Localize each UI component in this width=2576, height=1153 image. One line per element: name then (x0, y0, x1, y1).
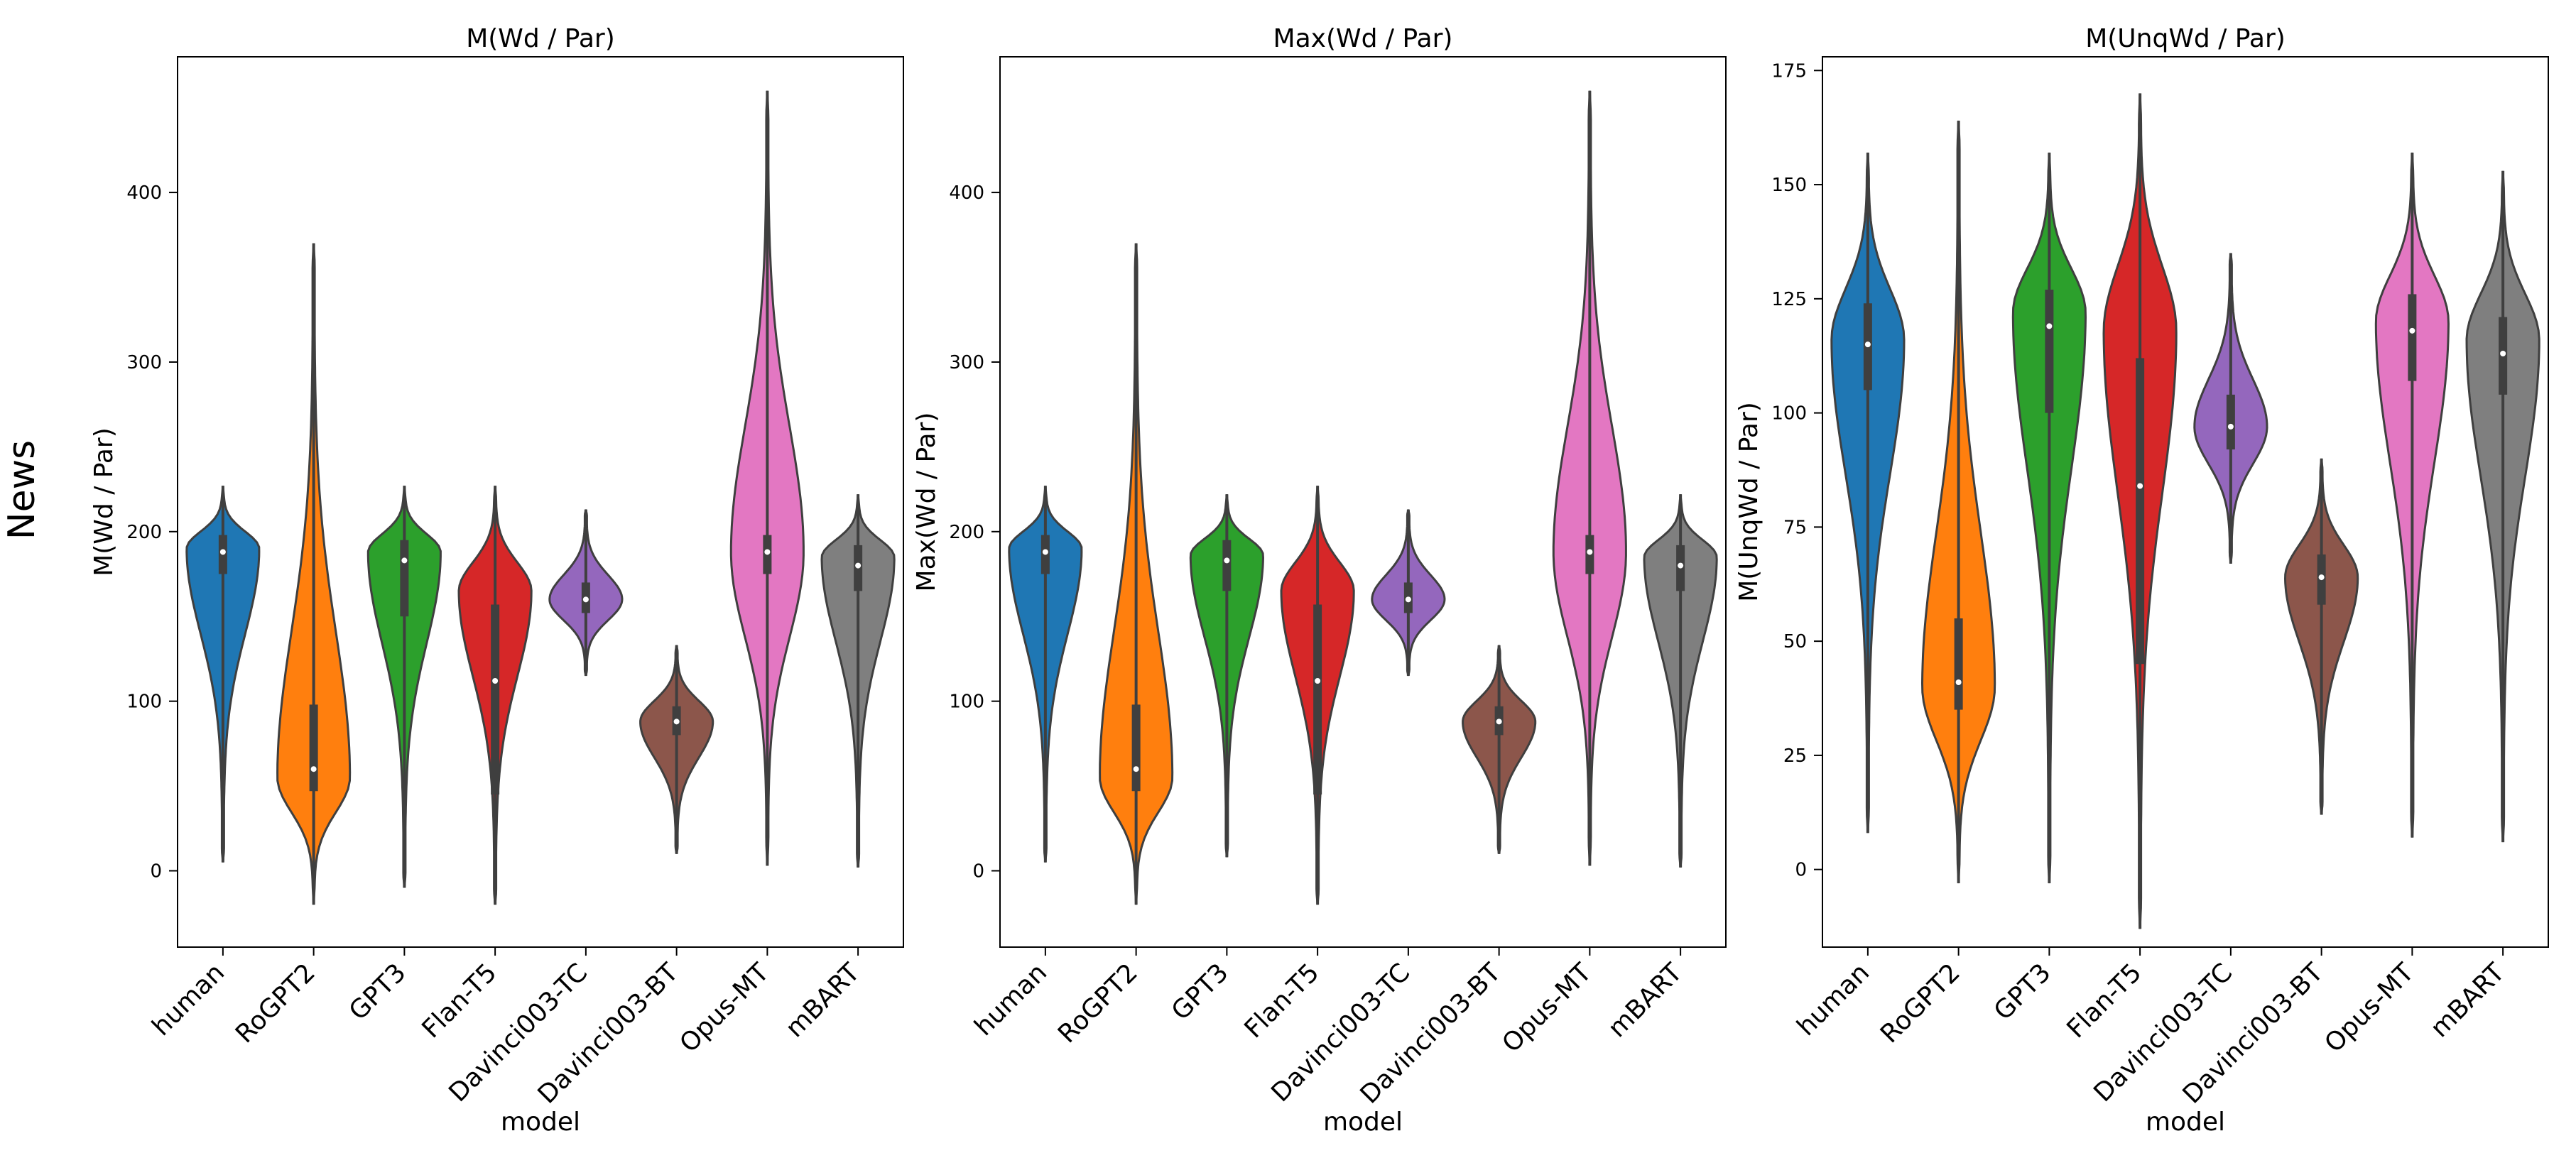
violin-iqr-box (2045, 289, 2054, 413)
x-tick-label: Flan-T5 (416, 958, 502, 1044)
violin-iqr-box (1222, 540, 1232, 591)
violin-median-point (2046, 323, 2053, 329)
violin-median-point (492, 677, 499, 684)
violin-median-point (673, 718, 680, 725)
y-tick-label: 300 (126, 352, 162, 373)
x-tick-label: GPT3 (1989, 958, 2057, 1026)
x-tick-label: Flan-T5 (1239, 958, 1325, 1044)
violin-median-point (1496, 718, 1502, 725)
violin-median-point (2227, 423, 2234, 430)
x-axis-label: model (1323, 1108, 1403, 1137)
x-axis-label: model (2146, 1108, 2225, 1137)
y-axis-label: Max(Wd / Par) (912, 412, 941, 592)
violin-median-point (1133, 766, 1139, 772)
violin-iqr-box (1131, 704, 1141, 792)
y-tick-label: 400 (949, 182, 984, 204)
chart-title: Max(Wd / Par) (1273, 24, 1453, 53)
y-tick-label: 50 (1783, 631, 1807, 652)
y-tick-label: 0 (150, 861, 162, 882)
y-tick-label: 75 (1783, 517, 1807, 538)
violin-iqr-box (491, 604, 500, 795)
violin-median-point (310, 766, 317, 772)
x-tick-label: GPT3 (344, 958, 412, 1026)
violin-iqr-box (2136, 358, 2145, 665)
x-tick-label: RoGPT2 (1875, 958, 1966, 1049)
plot-frame (1822, 56, 2549, 948)
y-tick-label: 200 (949, 522, 984, 543)
violin-median-point (582, 596, 589, 603)
violin-median-point (401, 557, 408, 564)
y-tick-label: 150 (1771, 175, 1807, 196)
violin-median-point (1042, 549, 1048, 555)
violin-median-point (1405, 596, 1411, 603)
violin-median-point (764, 549, 771, 555)
x-tick-label: Opus-MT (1496, 958, 1597, 1059)
violin-median-point (2500, 351, 2506, 356)
violin-median-point (1224, 557, 1230, 564)
y-tick-label: 0 (972, 861, 984, 882)
x-tick-label: mBART (780, 958, 866, 1044)
violin-iqr-box (1954, 618, 1963, 710)
x-tick-label: Flan-T5 (2061, 958, 2147, 1044)
y-axis-label: M(Wd / Par) (89, 427, 119, 576)
x-tick-label: mBART (2425, 958, 2511, 1044)
violin-median-point (2409, 327, 2415, 334)
x-tick-label: human (146, 958, 230, 1042)
y-tick-label: 25 (1783, 745, 1807, 767)
violin-iqr-box (400, 540, 409, 617)
y-tick-label: 200 (126, 522, 162, 543)
y-tick-label: 175 (1771, 60, 1807, 82)
violin-median-point (855, 562, 862, 569)
chart-title: M(Wd / Par) (466, 24, 615, 53)
x-tick-label: Opus-MT (2319, 958, 2420, 1059)
y-tick-label: 0 (1795, 860, 1807, 881)
violin-iqr-box (1313, 604, 1322, 795)
x-tick-label: RoGPT2 (1053, 958, 1143, 1049)
x-axis-label: model (501, 1108, 580, 1137)
x-tick-label: Opus-MT (674, 958, 775, 1059)
y-tick-label: 100 (949, 692, 984, 713)
violin-iqr-box (2226, 394, 2235, 450)
y-tick-label: 100 (126, 692, 162, 713)
y-tick-label: 300 (949, 352, 984, 373)
chart-panel-3: 0 25 50 75 100 125 150 175 human RoGPT2 GPT3 Flan-T… (1734, 24, 2549, 1137)
plot-frame (999, 56, 1727, 948)
x-tick-label: human (969, 958, 1053, 1042)
violin-median-point (2318, 574, 2325, 581)
y-tick-label: 100 (1771, 403, 1807, 425)
violin-median-point (1864, 341, 1871, 348)
plot-frame (177, 56, 904, 948)
violin-median-point (1678, 562, 1684, 569)
violin-median-point (2137, 483, 2143, 489)
violin-median-point (1315, 677, 1321, 684)
row-label: News (1, 440, 43, 540)
x-tick-label: human (1791, 958, 1875, 1042)
y-tick-label: 400 (126, 182, 162, 204)
x-tick-label: GPT3 (1166, 958, 1234, 1026)
violin-iqr-box (2408, 294, 2417, 381)
y-axis-label: M(UnqWd / Par) (1734, 402, 1763, 602)
violin-median-point (219, 549, 226, 555)
violin-median-point (1587, 549, 1593, 555)
x-tick-label: mBART (1602, 958, 1688, 1044)
violin-median-point (1955, 679, 1962, 686)
violin-iqr-box (309, 704, 318, 792)
y-tick-label: 125 (1771, 289, 1807, 310)
chart-title: M(UnqWd / Par) (2085, 24, 2286, 53)
x-tick-label: RoGPT2 (230, 958, 321, 1049)
